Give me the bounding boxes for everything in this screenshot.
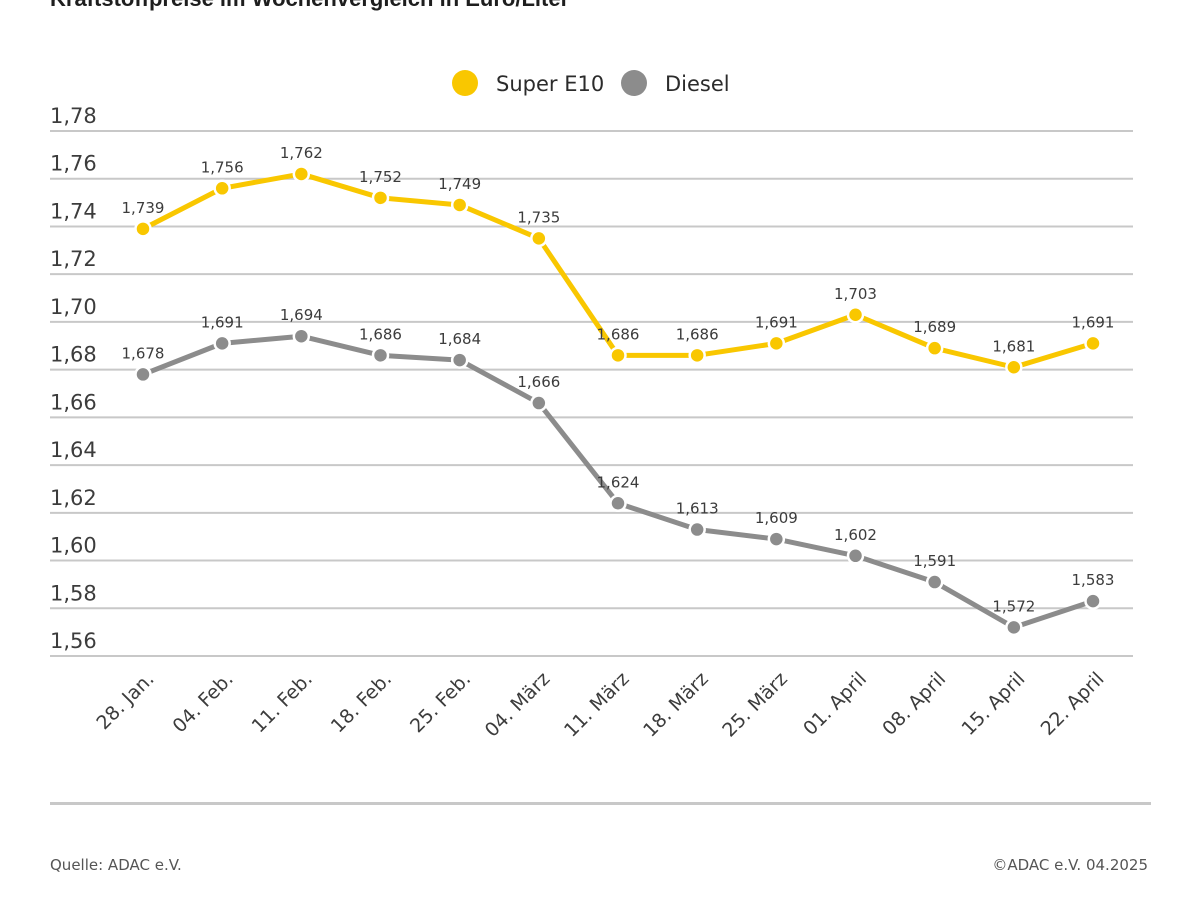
data-point (134, 220, 152, 238)
y-tick-label: 1,56 (50, 629, 97, 653)
x-axis: 28. Jan. 04. Feb. 11. Feb. 18. Feb. 25. Feb.… (92, 668, 1108, 742)
data-point (530, 394, 548, 412)
data-label: 1,762 (280, 144, 323, 162)
data-point (213, 334, 231, 353)
y-tick-label: 1,58 (50, 581, 97, 605)
y-tick-label: 1,74 (50, 199, 97, 223)
x-tick-label: 25. Feb. (406, 668, 475, 737)
data-label: 1,624 (597, 473, 640, 491)
data-point (450, 196, 469, 214)
data-label: 1,735 (517, 208, 560, 226)
x-tick-label: 11. Feb. (248, 668, 317, 737)
y-axis: 1,78 1,76 1,74 1,72 1,70 1,68 1,66 1,64 1,62 1,60… (50, 104, 97, 653)
data-point (1084, 592, 1102, 610)
legend-label: Super E10 (496, 72, 604, 96)
data-label: 1,681 (992, 337, 1035, 355)
data-point (846, 547, 865, 565)
data-point (846, 306, 865, 324)
data-label: 1,689 (913, 318, 956, 336)
y-tick-label: 1,68 (50, 343, 97, 367)
x-tick-label: 01. April (799, 668, 871, 740)
data-point (925, 573, 944, 591)
data-point (371, 189, 390, 207)
data-point (767, 334, 786, 353)
line-chart: Super E10 Diesel 1,78 1,76 1,74 1,72 1,70 1,68… (50, 70, 1133, 742)
data-label: 1,684 (438, 330, 481, 348)
data-point (213, 179, 231, 198)
data-label: 1,591 (913, 552, 956, 570)
data-label: 1,749 (438, 175, 481, 193)
data-label: 1,691 (201, 313, 244, 331)
legend-marker-icon (452, 70, 478, 96)
series-group: 1,739 1,756 1,762 1,752 1,749 1,735 1,686 1,686… (122, 144, 1115, 637)
data-point (1005, 618, 1023, 637)
y-tick-label: 1,72 (50, 247, 97, 271)
data-point (1005, 358, 1023, 376)
data-label: 1,572 (992, 597, 1035, 615)
data-point (134, 365, 152, 384)
data-point (371, 346, 390, 365)
data-label: 1,739 (122, 199, 165, 217)
x-tick-label: 08. April (878, 668, 950, 740)
series-super-e10: 1,739 1,756 1,762 1,752 1,749 1,735 1,686 1,686… (122, 144, 1115, 376)
data-label: 1,686 (676, 325, 719, 343)
x-tick-label: 25. März (718, 668, 792, 742)
data-label: 1,686 (359, 325, 402, 343)
data-point (292, 327, 311, 345)
data-label: 1,691 (755, 313, 798, 331)
x-tick-label: 11. März (560, 668, 634, 742)
data-label: 1,666 (517, 373, 560, 391)
x-tick-label: 04. Feb. (168, 668, 237, 737)
series-diesel: 1,678 1,691 1,694 1,686 1,684 1,666 1,624 1,613… (122, 306, 1115, 637)
legend-item-super-e10: Super E10 (452, 70, 604, 96)
y-tick-label: 1,64 (50, 438, 97, 462)
data-point (1084, 334, 1102, 353)
legend-label: Diesel (665, 72, 730, 96)
chart-title: Kraftstoffpreise im Wochenvergleich in E… (50, 0, 569, 12)
legend-item-diesel: Diesel (621, 70, 730, 96)
y-tick-label: 1,66 (50, 390, 97, 414)
y-tick-label: 1,60 (50, 534, 97, 558)
y-tick-label: 1,76 (50, 152, 97, 176)
data-point (609, 494, 627, 513)
data-label: 1,752 (359, 168, 402, 186)
legend-marker-icon (621, 70, 647, 96)
footer-divider (50, 802, 1151, 805)
x-tick-label: 22. April (1037, 668, 1109, 740)
data-label: 1,686 (597, 325, 640, 343)
data-label: 1,609 (755, 509, 798, 527)
copyright-note: ©ADAC e.V. 04.2025 (992, 856, 1148, 874)
y-tick-label: 1,62 (50, 486, 97, 510)
data-point (292, 165, 311, 183)
data-point (530, 229, 548, 248)
x-tick-label: 28. Jan. (92, 668, 158, 734)
data-label: 1,613 (676, 500, 719, 518)
x-tick-label: 18. Feb. (327, 668, 396, 737)
data-point (767, 530, 786, 548)
data-label: 1,756 (201, 158, 244, 176)
source-note: Quelle: ADAC e.V. (50, 856, 182, 874)
legend: Super E10 Diesel (452, 70, 730, 96)
data-label: 1,703 (834, 285, 877, 303)
y-tick-label: 1,78 (50, 104, 97, 128)
data-label: 1,694 (280, 306, 323, 324)
x-tick-label: 04. März (481, 668, 555, 742)
data-point (450, 351, 469, 369)
data-point (688, 346, 706, 365)
data-point (609, 346, 627, 365)
data-point (925, 339, 944, 357)
data-label: 1,678 (122, 344, 165, 362)
data-label: 1,691 (1072, 313, 1115, 331)
data-label: 1,602 (834, 526, 877, 544)
data-label: 1,583 (1072, 571, 1115, 589)
y-tick-label: 1,70 (50, 295, 97, 319)
data-point (688, 520, 706, 539)
x-tick-label: 18. März (639, 668, 713, 742)
x-tick-label: 15. April (957, 668, 1029, 740)
gridlines (50, 130, 1133, 657)
